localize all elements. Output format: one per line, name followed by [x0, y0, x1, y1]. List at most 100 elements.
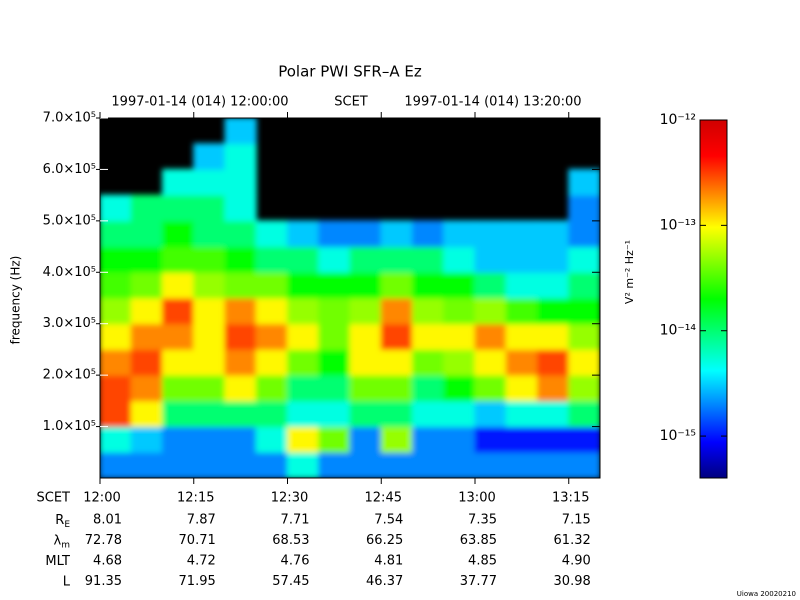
spectrogram-cell	[443, 348, 476, 376]
spectrogram-cell	[224, 143, 257, 170]
spectrogram-cell	[287, 323, 320, 350]
spectrogram-cell	[380, 297, 413, 325]
x-tick-label: 12:00	[83, 491, 120, 506]
spectrogram-cell	[318, 451, 351, 478]
plot-frame	[99, 117, 601, 479]
spectrogram-cell	[287, 426, 320, 453]
spectrogram-cell	[505, 323, 538, 350]
spectrogram-cell	[224, 297, 257, 325]
ephemeris-value: 68.53	[272, 533, 309, 548]
ephemeris-value: 71.95	[179, 574, 216, 589]
spectrogram-cell	[318, 246, 351, 273]
spectrogram-cell	[380, 451, 413, 478]
spectrogram-cell	[349, 374, 382, 402]
spectrogram-cell	[193, 143, 226, 170]
start-time: 1997-01-14 (014) 12:00:00	[111, 95, 288, 110]
spectrogram-cell	[380, 271, 413, 299]
spectrogram-cell	[224, 426, 257, 453]
ephemeris-value: 4.85	[468, 554, 497, 569]
spectrogram-cell	[162, 348, 195, 376]
spectrogram-cell	[568, 246, 600, 273]
colorbar	[700, 120, 727, 478]
ephemeris-label-sub: E	[64, 520, 70, 530]
spectrogram-cell	[474, 374, 507, 402]
spectrogram-cell	[505, 426, 538, 453]
spectrogram-cell	[130, 271, 163, 299]
spectrogram-cell	[130, 348, 163, 376]
spectrogram-cell	[100, 426, 132, 453]
spectrogram-cell	[162, 374, 195, 402]
spectrogram-cell	[474, 400, 507, 428]
spectrogram-cell	[568, 451, 600, 478]
spectrogram-cell	[537, 323, 570, 350]
ephemeris-value: 70.71	[179, 533, 216, 548]
ephemeris-value: 4.90	[562, 554, 591, 569]
spectrogram-cell	[349, 246, 382, 273]
spectrogram-cell	[287, 451, 320, 478]
spectrogram-cell	[505, 348, 538, 376]
spectrogram-cell	[193, 323, 226, 350]
spectrogram-cell	[380, 426, 413, 453]
spectrogram-cell	[443, 426, 476, 453]
spectrogram-cell	[380, 400, 413, 428]
spectrogram-cell	[193, 348, 226, 376]
spectrogram-cell	[224, 348, 257, 376]
spectrogram-cell	[130, 426, 163, 453]
ephemeris-label-sub: m	[61, 540, 70, 550]
ephemeris-value: 4.76	[281, 554, 310, 569]
spectrogram-cell	[505, 220, 538, 248]
spectrogram-cell	[193, 297, 226, 325]
ephemeris-value: 7.54	[374, 513, 403, 528]
spectrogram-cell	[162, 271, 195, 299]
spectrogram-cell	[412, 271, 445, 299]
ephemeris-label-main: L	[63, 574, 71, 589]
spectrogram-cell	[568, 400, 600, 428]
spectrogram-cell	[255, 400, 288, 428]
spectrogram-cell	[100, 348, 132, 376]
spectrogram-cell	[193, 451, 226, 478]
spectrogram-cell	[255, 426, 288, 453]
spectrogram-cell	[412, 297, 445, 325]
ephemeris-value: 8.01	[93, 513, 122, 528]
spectrogram-cell	[224, 118, 257, 145]
y-axis-label: frequency (Hz)	[9, 256, 23, 345]
y-tick-label: 2.0×10⁵	[43, 368, 96, 383]
spectrogram-cell	[100, 374, 132, 402]
spectrogram-cell	[130, 220, 163, 248]
spectrogram-cell	[318, 271, 351, 299]
footer: Uiowa 20020210	[737, 590, 796, 598]
spectrogram-cell	[505, 271, 538, 299]
x-tick-label: 13:15	[552, 491, 589, 506]
spectrogram-cell	[568, 271, 600, 299]
spectrogram-cell	[130, 451, 163, 478]
ephemeris-label: SCET	[37, 491, 71, 506]
spectrogram-cell	[412, 246, 445, 273]
spectrogram-cell	[255, 271, 288, 299]
spectrogram-cell	[255, 374, 288, 402]
spectrogram-cell	[162, 220, 195, 248]
ephemeris-value: 7.71	[281, 513, 310, 528]
spectrogram-cell	[443, 220, 476, 248]
y-tick-label: 7.0×10⁵	[43, 111, 96, 126]
spectrogram-cell	[412, 374, 445, 402]
spectrogram-cell	[474, 426, 507, 453]
spectrogram-cell	[130, 400, 163, 428]
spectrogram-cell	[100, 400, 132, 428]
ephemeris-value: 7.15	[562, 513, 591, 528]
spectrogram-cell	[162, 194, 195, 222]
spectrogram-cell	[537, 246, 570, 273]
spectrogram-cell	[380, 246, 413, 273]
spectrogram-cell	[568, 194, 600, 222]
chart-title: Polar PWI SFR–A Ez	[278, 63, 422, 81]
colorbar-frame	[699, 119, 728, 479]
spectrogram-cell	[193, 220, 226, 248]
spectrogram-cell	[318, 426, 351, 453]
spectrogram-cell	[474, 348, 507, 376]
spectrogram-cell	[100, 220, 132, 248]
spectrogram-cell	[287, 400, 320, 428]
ephemeris-value: 72.78	[85, 533, 122, 548]
ephemeris-label-main: R	[55, 513, 64, 528]
y-tick-label: 3.0×10⁵	[43, 316, 96, 331]
ephemeris-value: 7.35	[468, 513, 497, 528]
spectrogram-cell	[505, 400, 538, 428]
